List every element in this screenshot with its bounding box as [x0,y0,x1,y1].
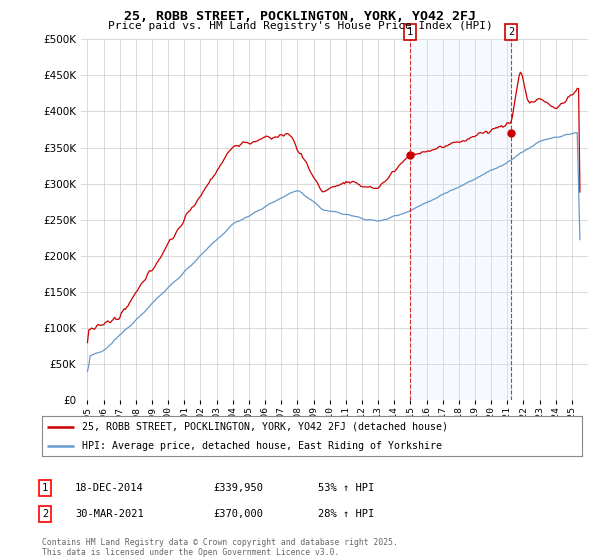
Text: Price paid vs. HM Land Registry's House Price Index (HPI): Price paid vs. HM Land Registry's House … [107,21,493,31]
Text: 1: 1 [42,483,48,493]
Text: £370,000: £370,000 [213,509,263,519]
Text: 25, ROBB STREET, POCKLINGTON, YORK, YO42 2FJ (detached house): 25, ROBB STREET, POCKLINGTON, YORK, YO42… [83,422,449,432]
Text: Contains HM Land Registry data © Crown copyright and database right 2025.
This d: Contains HM Land Registry data © Crown c… [42,538,398,557]
Text: £339,950: £339,950 [213,483,263,493]
Text: 28% ↑ HPI: 28% ↑ HPI [318,509,374,519]
Text: 2: 2 [42,509,48,519]
Text: HPI: Average price, detached house, East Riding of Yorkshire: HPI: Average price, detached house, East… [83,441,443,450]
Text: 2: 2 [508,27,514,38]
Text: 30-MAR-2021: 30-MAR-2021 [75,509,144,519]
Text: 1: 1 [407,27,413,38]
Bar [410,39,511,400]
Text: 25, ROBB STREET, POCKLINGTON, YORK, YO42 2FJ: 25, ROBB STREET, POCKLINGTON, YORK, YO42… [124,10,476,23]
Text: 18-DEC-2014: 18-DEC-2014 [75,483,144,493]
Text: 53% ↑ HPI: 53% ↑ HPI [318,483,374,493]
